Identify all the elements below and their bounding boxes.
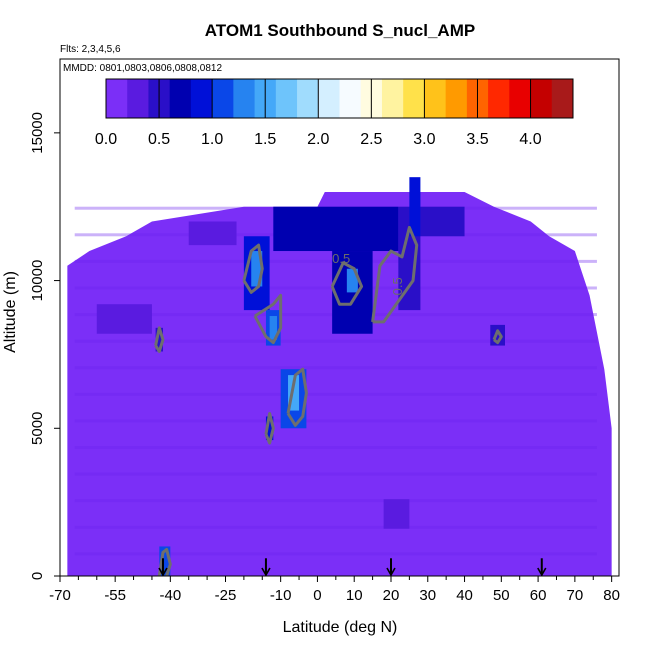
texture-band	[74, 446, 597, 450]
y-tick-label: 5000	[29, 412, 46, 445]
colorbar-swatch	[424, 79, 447, 118]
x-tick-label: 70	[567, 587, 584, 604]
x-tick-label: 0	[313, 587, 321, 604]
dates-note: MMDD: 0801,0803,0806,0808,0812	[63, 63, 222, 74]
texture-band	[74, 499, 597, 503]
heatmap-cell	[273, 206, 399, 252]
colorbar-swatch	[445, 79, 468, 118]
texture-band	[74, 419, 597, 423]
y-tick-label: 10000	[29, 260, 46, 302]
heatmap-cell	[288, 375, 300, 411]
x-tick-label: -25	[215, 587, 237, 604]
colorbar-tick-label: 0.0	[95, 131, 117, 148]
flight-marker-arrowhead	[158, 567, 168, 577]
colorbar-swatch	[403, 79, 425, 118]
x-axis-label: Latitude (deg N)	[283, 619, 398, 636]
heatmap-cell	[346, 268, 358, 293]
heatmap-cell	[409, 177, 421, 237]
colorbar-swatch	[169, 79, 192, 118]
plot-area: 0.5 0.5	[67, 177, 612, 577]
heatmap-cell	[265, 416, 274, 441]
x-tick-label: 50	[493, 587, 510, 604]
x-tick-label: 80	[603, 587, 620, 604]
colorbar-tick-label: 3.5	[466, 131, 488, 148]
colorbar: 0.0 0.5 1.0 1.5 2.0 2.5 3.0 3.5 4.0	[95, 78, 574, 148]
y-axis-label: Altitude (m)	[2, 271, 19, 353]
data-envelope	[67, 191, 612, 576]
colorbar-tick-label: 4.0	[519, 131, 541, 148]
x-tick-label: 30	[419, 587, 436, 604]
texture-band	[74, 525, 597, 529]
texture-band	[74, 552, 597, 556]
heatmap-cell	[155, 327, 163, 352]
colorbar-swatch	[233, 79, 256, 118]
heatmap-cell	[188, 221, 237, 246]
flight-marker-arrowhead	[386, 567, 396, 577]
colorbar-swatch	[212, 79, 234, 118]
x-tick-label: -55	[104, 587, 126, 604]
colorbar-swatch	[381, 79, 404, 118]
colorbar-swatch	[551, 79, 574, 118]
heatmap-cell	[269, 316, 277, 340]
colorbar-swatch	[127, 79, 149, 118]
contour-line	[371, 225, 419, 324]
contour-line	[253, 293, 283, 345]
heatmap-cell	[420, 206, 465, 237]
colorbar-swatch	[190, 79, 213, 118]
chart-title: ATOM1 Southbound S_nucl_AMP	[205, 21, 475, 40]
flight-marker-arrowhead	[261, 567, 271, 577]
contour-line	[492, 329, 503, 345]
colorbar-tick-label: 0.5	[148, 131, 170, 148]
colorbar-tick-label: 3.0	[413, 131, 435, 148]
contour-line	[330, 261, 364, 306]
colorbar-swatch	[106, 79, 128, 118]
colorbar-swatch	[509, 79, 532, 118]
colorbar-swatch	[297, 79, 319, 118]
plot-frame	[59, 58, 620, 577]
heatmap-cell	[251, 251, 263, 287]
x-tick-label: -40	[159, 587, 181, 604]
x-tick-label: 10	[346, 587, 363, 604]
y-tick-label: 15000	[29, 112, 46, 154]
x-tick-label: 20	[383, 587, 400, 604]
texture-band	[74, 366, 597, 370]
colorbar-swatch	[530, 79, 553, 118]
contour-line	[264, 412, 275, 445]
colorbar-tick-label: 1.0	[201, 131, 223, 148]
colorbar-swatch	[488, 79, 510, 118]
y-tick-label: 0	[29, 572, 46, 580]
texture-band	[74, 392, 597, 396]
contour-label: 0.5	[332, 251, 350, 266]
contour-line	[154, 326, 165, 353]
x-tick-label: 60	[530, 587, 547, 604]
contour-label: 0.5	[390, 277, 405, 295]
colorbar-swatch	[275, 79, 298, 118]
axes: -70 -55 -40 -25 -10 0 10 20 30 40 50 60 70 80 0 5000 100…	[29, 58, 620, 604]
x-tick-label: -70	[49, 587, 71, 604]
contour-line	[157, 547, 172, 577]
texture-band	[74, 339, 597, 343]
colorbar-tick-label: 2.5	[360, 131, 382, 148]
heatmap-cell	[159, 546, 171, 576]
flights-note: Flts: 2,3,4,5,6	[60, 44, 121, 55]
colorbar-tick-label: 2.0	[307, 131, 329, 148]
contour-line	[286, 367, 308, 427]
colorbar-tick-label: 1.5	[254, 131, 276, 148]
contour-line	[242, 243, 264, 294]
heatmap-cell	[96, 304, 152, 334]
flight-marker-arrowhead	[537, 567, 547, 577]
x-tick-label: 40	[456, 587, 473, 604]
colorbar-swatch	[318, 79, 340, 118]
colorbar-swatch	[339, 79, 362, 118]
x-tick-label: -10	[270, 587, 292, 604]
heatmap-cell	[383, 499, 410, 529]
texture-band	[74, 472, 597, 476]
